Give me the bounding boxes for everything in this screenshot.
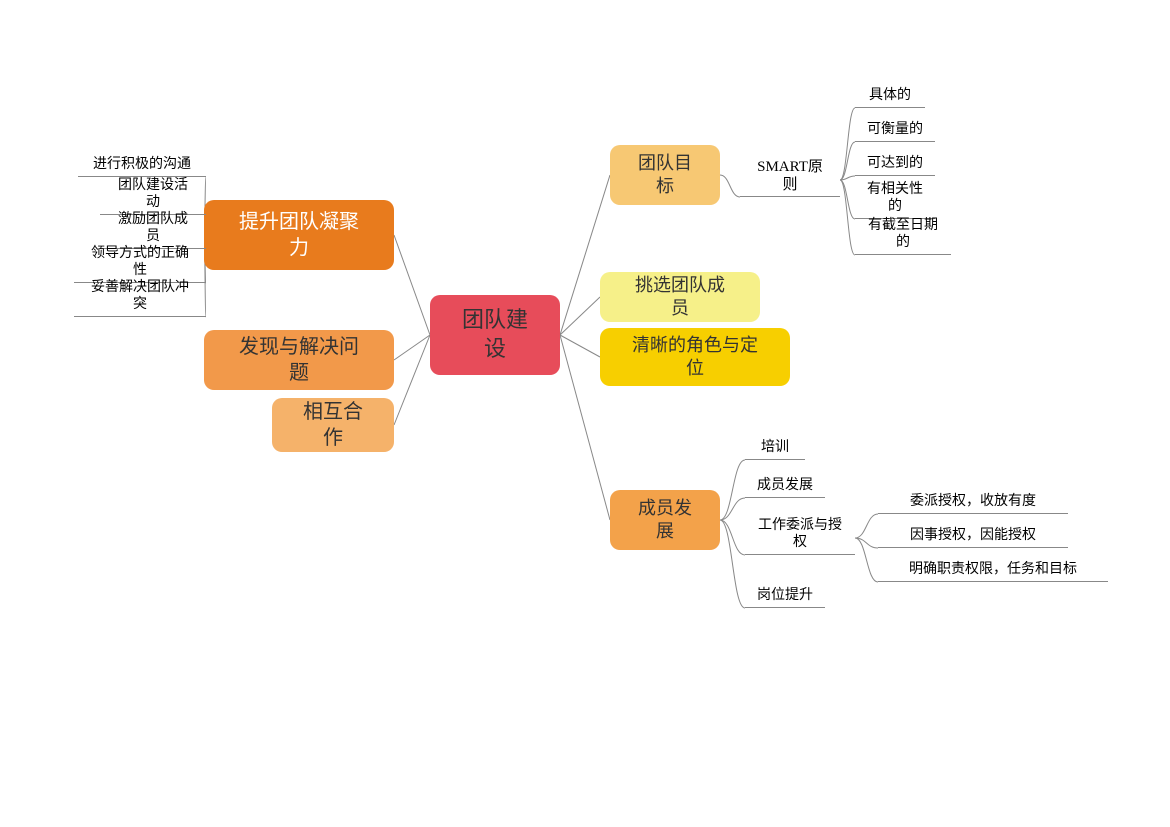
leaf-node: 因事授权，因能授权 [878,528,1068,548]
leaf-node: 工作委派与授权 [745,518,855,555]
leaf-node: 领导方式的正确性 [74,246,206,283]
node-rect: 团队建设 [430,295,560,375]
node-cohesion: 提升团队凝聚力 [204,200,394,270]
leaf-node: 有截至日期的 [855,218,951,255]
leaf-node: 可达到的 [855,156,935,176]
leaf-node: 可衡量的 [855,122,935,142]
node-growth: 成员发展 [610,490,720,550]
leaf-node: 培训 [745,440,805,460]
leaf-node: 妥善解决团队冲突 [74,280,206,317]
leaf-node: SMART原则 [740,158,840,197]
leaf-node: 委派授权，收放有度 [878,494,1068,514]
node-roles: 清晰的角色与定位 [600,328,790,386]
node-problem: 发现与解决问题 [204,330,394,390]
leaf-node: 有相关性的 [855,182,935,219]
leaf-node: 团队建设活动 [100,178,206,215]
node-goal: 团队目标 [610,145,720,205]
leaf-node: 成员发展 [745,478,825,498]
leaf-node: 明确职责权限，任务和目标 [878,562,1108,582]
node-coop: 相互合作 [272,398,394,452]
node-select: 挑选团队成员 [600,272,760,322]
leaf-node: 具体的 [855,88,925,108]
leaf-node: 岗位提升 [745,588,825,608]
leaf-node: 进行积极的沟通 [78,157,206,177]
leaf-node: 激励团队成员 [100,212,206,249]
edges-svg [0,0,1170,827]
